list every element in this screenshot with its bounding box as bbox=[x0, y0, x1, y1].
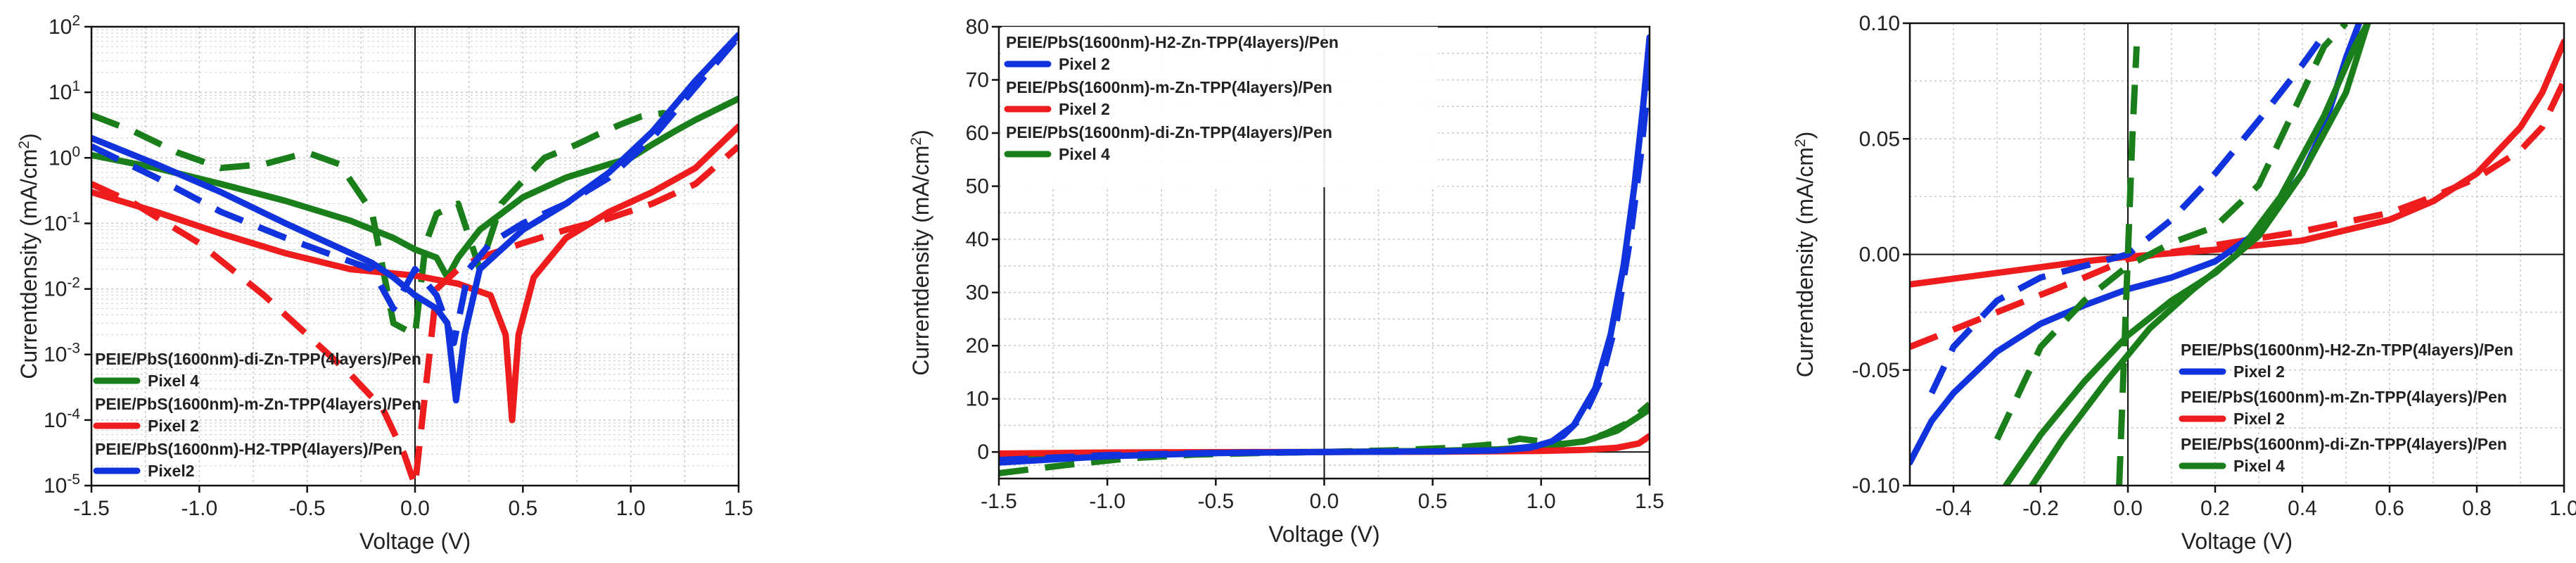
x-axis-title: Voltage (V) bbox=[359, 529, 471, 554]
series-line-1 bbox=[1910, 38, 2564, 288]
y-tick-label: 0.00 bbox=[1859, 243, 1900, 267]
legend-title: PEIE/PbS(1600nm)-di-Zn-TPP(4layers)/Pen bbox=[1006, 123, 1332, 141]
y-tick-label: 100 bbox=[49, 144, 80, 170]
legend-title: PEIE/PbS(1600nm)-m-Zn-TPP(4layers)/Pen bbox=[1006, 78, 1332, 96]
series-line-2 bbox=[1910, 80, 2564, 350]
legend-label: Pixel2 bbox=[148, 462, 195, 480]
y-tick-label: 20 bbox=[966, 334, 989, 358]
legend-label: Pixel 4 bbox=[1059, 145, 1110, 163]
y-tick-label: 50 bbox=[966, 175, 989, 198]
x-axis-title: Voltage (V) bbox=[2181, 529, 2293, 554]
y-tick-label: 10-1 bbox=[44, 209, 80, 235]
x-tick-label: 1.5 bbox=[724, 497, 753, 520]
y-tick-label: 60 bbox=[966, 122, 989, 145]
legend-label: Pixel 2 bbox=[2233, 362, 2285, 381]
legend-title: PEIE/PbS(1600nm)-H2-Zn-TPP(4layers)/Pen bbox=[2181, 341, 2513, 359]
legend-title: PEIE/PbS(1600nm)-di-Zn-TPP(4layers)/Pen bbox=[95, 350, 421, 368]
legend-label: Pixel 4 bbox=[2233, 457, 2285, 475]
series-group bbox=[91, 32, 739, 486]
y-tick-label: 10-5 bbox=[44, 472, 80, 498]
x-tick-label: 1.0 bbox=[2549, 497, 2576, 520]
series-line-2 bbox=[91, 110, 675, 339]
x-tick-label: -1.5 bbox=[73, 497, 110, 520]
y-tick-label: 40 bbox=[966, 228, 989, 251]
x-tick-label: 0.4 bbox=[2288, 497, 2317, 520]
x-tick-label: 1.0 bbox=[1526, 490, 1556, 513]
series-group bbox=[999, 34, 1650, 476]
x-tick-label: 0.5 bbox=[1418, 490, 1448, 513]
series-line-5 bbox=[91, 32, 739, 404]
series-line-4 bbox=[1928, 32, 2327, 395]
x-tick-label: -1.0 bbox=[1089, 490, 1126, 513]
series-line-4 bbox=[91, 144, 739, 486]
legend-title: PEIE/PbS(1600nm)-m-Zn-TPP(4layers)/Pen bbox=[2181, 388, 2507, 406]
y-tick-label: 0 bbox=[977, 441, 989, 464]
x-tick-label: 0.6 bbox=[2375, 497, 2404, 520]
legend-title: PEIE/PbS(1600nm)-H2-TPP(4layers)/Pen bbox=[95, 440, 402, 458]
legend: PEIE/PbS(1600nm)-H2-Zn-TPP(4layers)/Pen P… bbox=[2179, 341, 2513, 475]
chart-2: -1.5 -1.0 -0.5 0.0 0.5 1.0 1.5 0 10 20 30 40 50 60 70 8… bbox=[908, 15, 1664, 547]
x-tick-label: 1.5 bbox=[1635, 490, 1664, 513]
legend-label: Pixel 2 bbox=[1059, 55, 1110, 73]
legend-label: Pixel 2 bbox=[148, 417, 199, 435]
x-tick-label: -0.5 bbox=[1197, 490, 1234, 513]
x-tick-label: -1.5 bbox=[981, 490, 1017, 513]
series-line-3 bbox=[91, 123, 739, 424]
y-tick-label: -0.05 bbox=[1852, 359, 1900, 382]
legend: PEIE/PbS(1600nm)-di-Zn-TPP(4layers)/Pen P… bbox=[93, 350, 421, 480]
legend-label: Pixel 4 bbox=[148, 372, 199, 390]
series-group bbox=[1910, 23, 2564, 486]
chart-1: -1.5 -1.0 -0.5 0.0 0.5 1.0 1.5 10-5 10-4 10-3 10-2… bbox=[16, 13, 753, 554]
y-tick-label: 10-3 bbox=[44, 341, 80, 367]
legend-title: PEIE/PbS(1600nm)-H2-Zn-TPP(4layers)/Pen bbox=[1006, 33, 1339, 51]
chart-3: -0.4 -0.2 0.0 0.2 0.4 0.6 0.8 1.0 -0.10 -0.05 0.00… bbox=[1792, 12, 2576, 554]
series-line-5 bbox=[999, 68, 1650, 464]
x-tick-label: 0.0 bbox=[2113, 497, 2143, 520]
x-tick-label: -1.0 bbox=[181, 497, 217, 520]
y-tick-label: 101 bbox=[49, 78, 80, 104]
series-line-8 bbox=[2116, 46, 2140, 486]
x-tick-label: 0.8 bbox=[2462, 497, 2492, 520]
series-line-1 bbox=[91, 95, 739, 281]
y-tick-label: 30 bbox=[966, 282, 989, 305]
legend-title: PEIE/PbS(1600nm)-m-Zn-TPP(4layers)/Pen bbox=[95, 395, 421, 413]
legend-title: PEIE/PbS(1600nm)-di-Zn-TPP(4layers)/Pen bbox=[2181, 435, 2507, 453]
legend: PEIE/PbS(1600nm)-H2-Zn-TPP(4layers)/Pen P… bbox=[1002, 27, 1438, 187]
y-axis-title: Currentdensity (mA/cm2) bbox=[1792, 132, 1818, 378]
legend-label: Pixel 2 bbox=[2233, 410, 2285, 428]
series-line-6 bbox=[2029, 23, 2371, 486]
series-line-6 bbox=[91, 34, 739, 346]
y-tick-label: 10 bbox=[966, 388, 989, 411]
y-tick-label: 70 bbox=[966, 69, 989, 92]
legend-background bbox=[1002, 27, 1438, 187]
x-tick-label: 0.5 bbox=[508, 497, 537, 520]
legend-label: Pixel 2 bbox=[1059, 100, 1110, 118]
y-tick-label: -0.10 bbox=[1852, 474, 1900, 498]
y-tick-label: 0.10 bbox=[1859, 12, 1900, 35]
y-tick-label: 10-2 bbox=[44, 275, 80, 301]
x-tick-label: -0.5 bbox=[289, 497, 326, 520]
y-tick-label: 102 bbox=[49, 13, 80, 39]
x-axis-title: Voltage (V) bbox=[1268, 521, 1379, 547]
x-tick-label: 0.2 bbox=[2200, 497, 2230, 520]
x-tick-label: -0.4 bbox=[1935, 497, 1972, 520]
y-axis-title: Currentdensity (mA/cm2) bbox=[908, 129, 933, 376]
x-tick-label: 0.0 bbox=[400, 497, 430, 520]
y-axis-title: Currentdensity (mA/cm2) bbox=[16, 133, 42, 379]
y-tick-label: 0.05 bbox=[1859, 127, 1900, 151]
x-tick-label: 0.0 bbox=[1310, 490, 1339, 513]
x-tick-label: -0.2 bbox=[2022, 497, 2059, 520]
y-tick-label: 80 bbox=[966, 15, 989, 39]
series-line-7 bbox=[1994, 23, 2349, 441]
x-tick-label: 1.0 bbox=[616, 497, 646, 520]
y-tick-label: 10-4 bbox=[44, 406, 80, 432]
